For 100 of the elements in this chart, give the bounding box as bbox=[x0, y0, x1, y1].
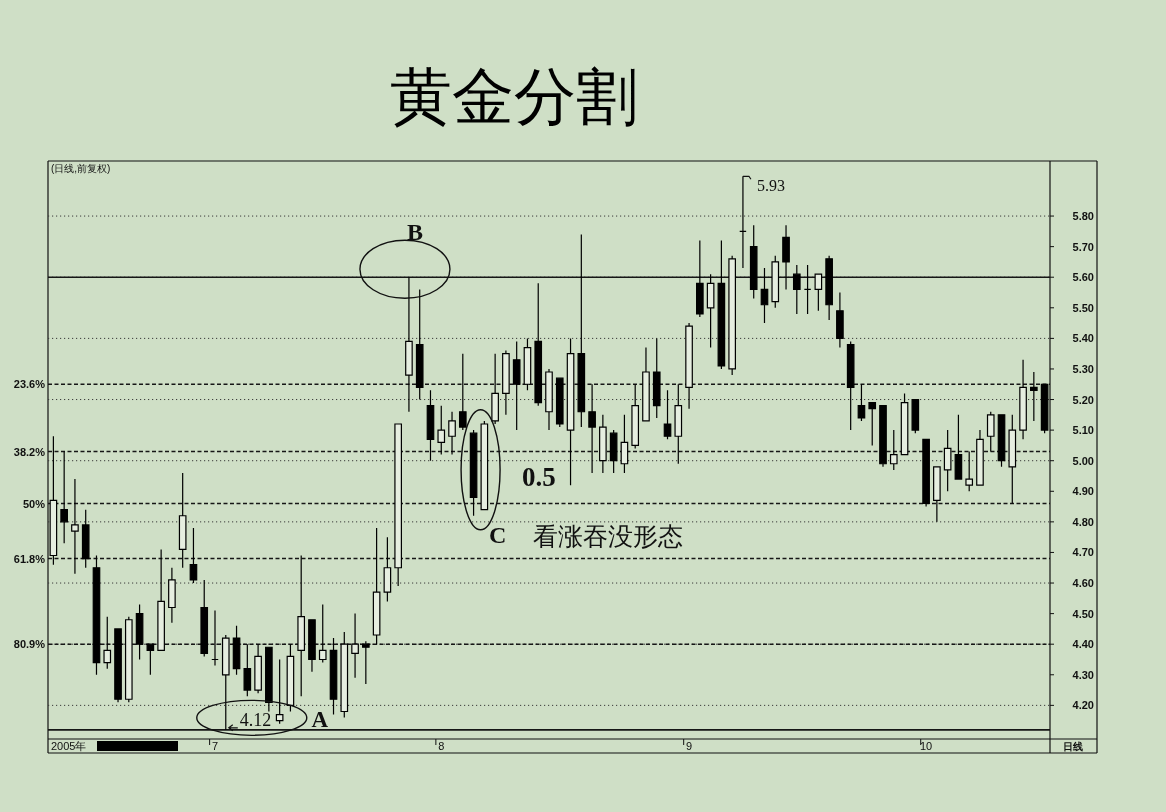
candlestick bbox=[642, 346, 650, 422]
y-tick-label: 5.20 bbox=[1072, 393, 1094, 406]
candlestick bbox=[92, 554, 101, 676]
chart-title: 黄金分割 bbox=[390, 62, 638, 131]
candlestick bbox=[803, 264, 812, 315]
candlestick bbox=[545, 368, 553, 431]
candlestick bbox=[351, 613, 359, 679]
candlestick bbox=[437, 405, 446, 456]
text: 50% bbox=[22, 497, 46, 510]
candlestick bbox=[114, 628, 122, 703]
y-tick-label: 4.70 bbox=[1072, 546, 1094, 559]
candlestick bbox=[652, 337, 661, 419]
y-tick-label: 4.90 bbox=[1072, 485, 1094, 498]
candlestick bbox=[71, 478, 79, 575]
candlestick bbox=[318, 603, 327, 664]
candlestick bbox=[49, 435, 58, 566]
candlestick bbox=[103, 616, 112, 670]
candlestick bbox=[739, 175, 747, 269]
candlestick bbox=[566, 337, 575, 486]
candlestick bbox=[1008, 414, 1017, 505]
annotation: 看涨吞没形态 bbox=[533, 523, 683, 550]
candlestick bbox=[760, 267, 769, 324]
candlestick bbox=[512, 340, 521, 431]
candlestick bbox=[81, 509, 90, 569]
text: 80.9% bbox=[13, 638, 46, 651]
y-tick-label: 4.20 bbox=[1072, 699, 1094, 712]
annotation: A bbox=[311, 706, 329, 732]
y-tick-label: 5.50 bbox=[1072, 301, 1094, 314]
y-tick-label: 4.30 bbox=[1072, 668, 1094, 681]
candlestick bbox=[135, 603, 144, 661]
candlestick bbox=[480, 420, 489, 511]
candlestick bbox=[900, 392, 909, 456]
candlestick bbox=[577, 233, 586, 428]
annotation: B bbox=[406, 219, 423, 246]
y-tick-label: 5.70 bbox=[1072, 240, 1094, 253]
y-tick-label: 5.10 bbox=[1072, 424, 1094, 437]
annotation: C bbox=[488, 521, 507, 548]
candlestick bbox=[717, 239, 726, 370]
annotation: 4.12 bbox=[239, 709, 272, 730]
candlestick bbox=[469, 429, 478, 517]
y-tick-label: 5.80 bbox=[1072, 210, 1094, 223]
candlestick bbox=[933, 466, 941, 523]
x-tick-label: 9 bbox=[686, 740, 693, 752]
y-tick-label: 4.50 bbox=[1072, 607, 1094, 620]
x-tick-label: 10 bbox=[919, 740, 933, 752]
x-tick-label: 8 bbox=[438, 740, 445, 752]
candlestick bbox=[728, 255, 736, 376]
candlestick bbox=[232, 625, 241, 676]
candlestick bbox=[792, 264, 801, 315]
candlestick bbox=[674, 383, 683, 465]
candlestick bbox=[749, 224, 758, 300]
text: 23.6% bbox=[13, 378, 46, 391]
candlestick bbox=[243, 643, 252, 697]
candlestick bbox=[502, 350, 510, 416]
candlestick bbox=[825, 255, 833, 321]
candlestick bbox=[286, 643, 295, 713]
annotation: (日线,前复权) bbox=[51, 163, 111, 174]
candlestick bbox=[846, 340, 855, 431]
candlestick bbox=[696, 239, 704, 318]
candlestick bbox=[771, 255, 780, 309]
candlestick bbox=[297, 554, 306, 697]
candlestick bbox=[308, 619, 316, 673]
candlestick bbox=[976, 429, 984, 486]
candlestick bbox=[275, 658, 284, 725]
candlestick bbox=[168, 567, 176, 624]
candlestick bbox=[965, 450, 974, 492]
candlestick bbox=[448, 411, 456, 456]
candlestick bbox=[426, 389, 435, 462]
y-tick-label: 4.80 bbox=[1072, 515, 1094, 528]
candlestick bbox=[178, 472, 187, 569]
candlestick bbox=[372, 527, 381, 645]
candlestick bbox=[879, 405, 887, 468]
candlestick bbox=[620, 414, 629, 474]
candlestick bbox=[221, 634, 230, 731]
x-tick-label: 7 bbox=[211, 740, 219, 752]
candlestick bbox=[200, 579, 209, 658]
annotation: 0.5 bbox=[522, 462, 556, 492]
candlestick bbox=[588, 383, 596, 474]
candlestick bbox=[157, 548, 165, 651]
candlestick bbox=[124, 616, 133, 703]
candlestick bbox=[986, 411, 995, 453]
candlestick bbox=[663, 389, 672, 440]
candlestick bbox=[415, 288, 424, 401]
candlestick bbox=[383, 536, 392, 602]
candlestick bbox=[491, 353, 499, 425]
candlestick bbox=[911, 398, 920, 434]
candlestick bbox=[189, 527, 198, 584]
candlestick bbox=[631, 383, 640, 450]
candlestick bbox=[868, 402, 877, 447]
candlestick bbox=[836, 291, 844, 349]
y-tick-label: 5.40 bbox=[1072, 332, 1094, 345]
candlestick bbox=[555, 377, 564, 428]
candlestick bbox=[889, 429, 898, 471]
candlestick bbox=[362, 640, 370, 685]
candlestick bbox=[599, 414, 607, 474]
candlestick bbox=[534, 282, 543, 407]
text: 日线 bbox=[1063, 741, 1083, 752]
y-tick-label: 4.60 bbox=[1072, 577, 1094, 590]
candlestick bbox=[329, 637, 338, 716]
candlestick bbox=[146, 643, 155, 676]
